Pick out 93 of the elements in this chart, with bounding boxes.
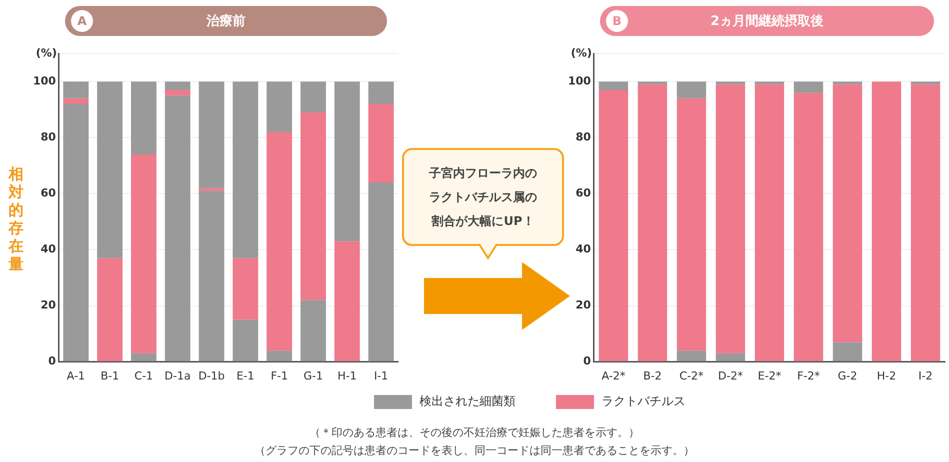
bar	[97, 82, 123, 258]
y-tick-label: 40	[40, 242, 56, 256]
bar	[676, 82, 706, 98]
y-tick-label: 40	[576, 242, 592, 256]
y-tick-label: 60	[576, 186, 592, 200]
text: ラクトバチルス属の	[429, 189, 537, 206]
x-tick-label: B-2	[643, 369, 662, 382]
bar	[368, 104, 394, 182]
bar	[131, 82, 156, 154]
bar	[638, 82, 668, 84]
bar	[232, 82, 258, 258]
y-tick-label: 60	[40, 186, 56, 200]
bar	[598, 82, 628, 90]
bar	[832, 342, 862, 362]
bar	[334, 241, 360, 362]
x-tick-label: E-1	[236, 369, 254, 382]
y-tick-label: 20	[576, 298, 592, 312]
bar	[368, 182, 394, 362]
text: 割合が大幅にUP！	[432, 213, 534, 230]
bar	[266, 132, 292, 351]
bar	[164, 90, 190, 96]
bar	[368, 82, 394, 104]
text: （＊印のある患者は、その後の不妊治療で妊娠した患者を示す。）	[308, 425, 640, 440]
x-tick-label: I-1	[374, 369, 388, 382]
chart-title: 治療前	[206, 12, 246, 30]
x-tick-label: F-1	[270, 369, 288, 382]
bar	[832, 82, 862, 84]
x-tick-label: D-1a	[164, 369, 191, 382]
y-axis-title: 相対的存在量	[7, 165, 24, 273]
bar	[638, 84, 668, 362]
bar	[164, 82, 190, 90]
bar	[232, 320, 258, 362]
bar	[910, 82, 940, 84]
bar	[198, 82, 224, 188]
x-tick-label: F-2*	[797, 369, 820, 382]
bar	[598, 90, 628, 362]
bar	[131, 353, 156, 362]
bar	[676, 350, 706, 362]
bar	[63, 104, 89, 362]
bar	[334, 82, 360, 242]
bar	[716, 84, 746, 354]
bar	[300, 82, 326, 112]
y-tick-label: 100	[568, 74, 592, 88]
bar	[716, 82, 746, 84]
text: (%)	[570, 46, 592, 60]
bar	[300, 112, 326, 300]
y-tick-label: 20	[40, 298, 56, 312]
x-tick-label: D-1b	[198, 369, 225, 382]
x-tick-label: B-1	[100, 369, 120, 382]
y-tick-label: 0	[48, 354, 56, 368]
bar	[232, 258, 258, 320]
bar	[794, 82, 824, 93]
bar	[164, 96, 190, 362]
bar	[754, 82, 784, 84]
x-tick-label: G-2	[838, 369, 858, 382]
chart-title: 2ヵ月間継続摂取後	[710, 13, 824, 30]
legend-label: ラクトバチルス	[602, 393, 686, 410]
bar	[716, 353, 746, 362]
x-tick-label: H-1	[338, 369, 357, 382]
x-tick-label: H-2	[876, 369, 896, 382]
bar	[198, 188, 224, 191]
x-tick-label: I-2	[918, 369, 933, 382]
bar	[266, 82, 292, 132]
y-tick-label: 0	[583, 354, 592, 368]
bar	[754, 84, 784, 362]
x-tick-label: A-1	[66, 369, 86, 382]
bar	[872, 82, 902, 362]
text: (%)	[36, 46, 57, 60]
x-tick-label: E-2*	[758, 369, 782, 382]
bar	[676, 98, 706, 351]
legend-label: 検出された細菌類	[420, 393, 516, 410]
bar	[300, 300, 326, 362]
y-tick-label: 100	[32, 74, 56, 88]
y-tick-label: 80	[576, 130, 592, 144]
bar	[97, 258, 123, 362]
text: 子宮内フローラ内の	[429, 165, 537, 182]
bar	[794, 92, 824, 362]
bar	[131, 154, 156, 354]
bar	[910, 84, 940, 362]
x-tick-label: C-1	[134, 369, 154, 382]
bar	[63, 98, 89, 104]
text: B	[606, 10, 628, 32]
x-tick-label: A-2*	[602, 369, 626, 382]
bar	[63, 82, 89, 98]
x-tick-label: C-2*	[679, 369, 704, 382]
y-tick-label: 80	[40, 130, 56, 144]
x-tick-label: G-1	[303, 369, 323, 382]
text: A	[71, 10, 93, 32]
text: （グラフの下の記号は患者のコードを表し、同一コードは同一患者であることを示す。）	[254, 443, 696, 458]
bar	[832, 84, 862, 342]
bar	[198, 190, 224, 362]
bar	[266, 350, 292, 362]
x-tick-label: D-2*	[718, 369, 744, 382]
